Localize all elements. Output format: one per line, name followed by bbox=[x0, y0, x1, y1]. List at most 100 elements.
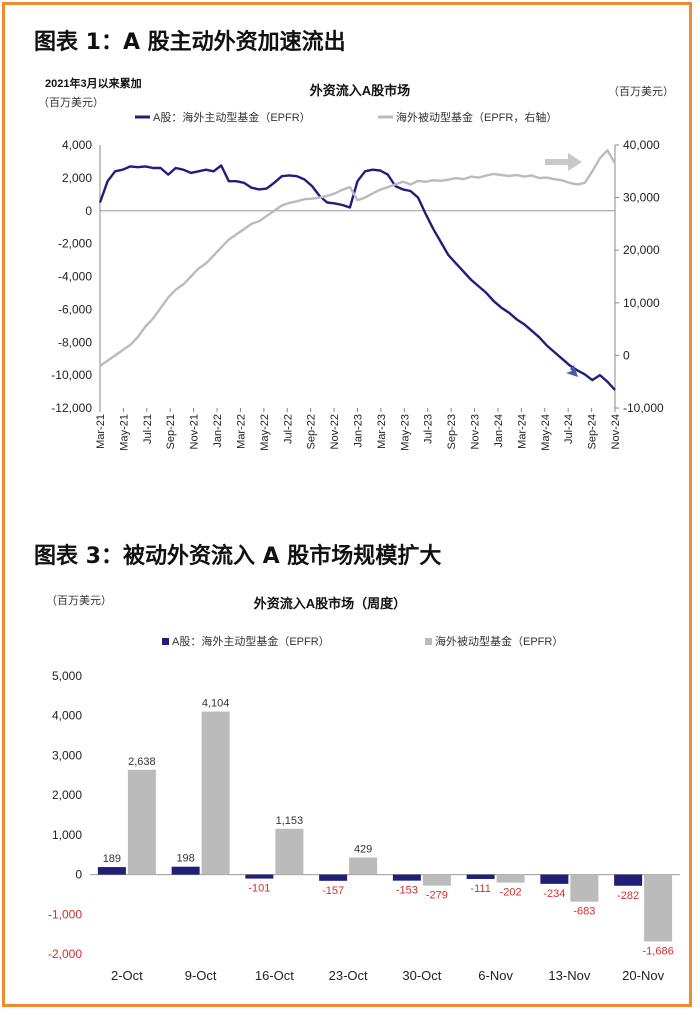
bar-passive bbox=[349, 857, 378, 875]
bar-label-active: -101 bbox=[248, 883, 270, 895]
series-line-passive bbox=[99, 149, 617, 367]
x-category-label: 6-Nov bbox=[478, 968, 513, 983]
bar-active bbox=[171, 866, 200, 875]
x-tick-label: Mar-21 bbox=[95, 414, 107, 449]
bar-label-passive: 1,153 bbox=[276, 815, 304, 827]
left-tick-label: -6,000 bbox=[58, 302, 92, 316]
left-tick-label: -4,000 bbox=[58, 270, 92, 284]
x-tick-label: Mar-23 bbox=[376, 414, 388, 449]
x-tick-label: May-23 bbox=[399, 414, 411, 451]
bar-label-passive: 2,638 bbox=[128, 756, 156, 768]
legend-swatch-active bbox=[162, 638, 169, 645]
x-tick-label: Mar-24 bbox=[516, 414, 528, 449]
bar-label-passive: -279 bbox=[426, 890, 448, 902]
bar-label-active: -111 bbox=[470, 883, 490, 895]
right-tick-label: 30,000 bbox=[623, 191, 660, 205]
figure1-line-chart: 2021年3月以来累加 （百万美元） 外资流入A股市场 （百万美元） A股：海外主动型基… bbox=[38, 76, 674, 451]
x-category-label: 2-Oct bbox=[111, 968, 143, 983]
x-tick-label: Jul-21 bbox=[142, 414, 154, 444]
series-line-active bbox=[98, 164, 616, 391]
x-tick-label: Jul-23 bbox=[423, 414, 435, 444]
legend-label-active: A股：海外主动型基金（EPFR） bbox=[153, 110, 311, 124]
bar-label-passive: 4,104 bbox=[202, 698, 230, 710]
left-tick-label: -10,000 bbox=[51, 368, 92, 382]
left-tick-label: 4,000 bbox=[62, 138, 92, 152]
x-tick-label: Nov-21 bbox=[189, 414, 201, 449]
bar-active bbox=[392, 874, 421, 881]
bar-active bbox=[97, 867, 126, 875]
x-tick-label: Jan-24 bbox=[493, 414, 505, 448]
figure3-title: 外资流入A股市场（周度） bbox=[253, 596, 406, 611]
bar-active bbox=[466, 874, 495, 879]
x-tick-label: Jul-24 bbox=[563, 414, 575, 444]
x-tick-label: Sep-21 bbox=[165, 414, 177, 449]
x-category-label: 23-Oct bbox=[329, 968, 368, 983]
x-tick-label: Sep-24 bbox=[587, 414, 599, 449]
arrow-down-icon bbox=[556, 355, 578, 377]
figure3-y-unit: （百万美元） bbox=[46, 594, 112, 607]
bar-label-active: -234 bbox=[543, 888, 565, 900]
x-category-label: 16-Oct bbox=[255, 968, 294, 983]
bar-label-active: 198 bbox=[176, 853, 194, 865]
bar-label-active: -157 bbox=[322, 885, 344, 897]
bar-passive bbox=[275, 828, 304, 875]
figure3-heading: 图表 3：被动外资流入 A 股市场规模扩大 bbox=[34, 544, 442, 569]
figure3-bar-chart: （百万美元） 外资流入A股市场（周度） A股：海外主动型基金（EPFR） 海外被动型基… bbox=[46, 594, 680, 983]
figure1-title: 外资流入A股市场 bbox=[309, 83, 410, 98]
x-tick-label: Nov-23 bbox=[470, 414, 482, 449]
y-tick-label: 0 bbox=[75, 868, 82, 882]
x-category-label: 13-Nov bbox=[548, 968, 590, 983]
x-tick-label: Nov-24 bbox=[610, 414, 622, 449]
bar-label-active: -153 bbox=[396, 885, 418, 897]
bar-active bbox=[319, 874, 348, 881]
x-tick-label: Jan-22 bbox=[212, 414, 224, 448]
x-tick-label: May-22 bbox=[259, 414, 271, 451]
x-tick-label: Sep-23 bbox=[446, 414, 458, 449]
left-tick-label: 0 bbox=[85, 204, 92, 218]
bar-label-passive: -1,686 bbox=[643, 946, 674, 958]
x-category-label: 20-Nov bbox=[622, 968, 664, 983]
right-tick-label: 20,000 bbox=[623, 243, 660, 257]
bar-passive bbox=[127, 769, 156, 875]
right-tick-label: -10,000 bbox=[623, 401, 664, 415]
arrow-up-icon bbox=[545, 153, 582, 171]
legend-swatch-passive bbox=[425, 638, 432, 645]
x-tick-label: Jan-23 bbox=[353, 414, 365, 448]
y-tick-label: 4,000 bbox=[52, 709, 82, 723]
figure1-note: 2021年3月以来累加 bbox=[45, 76, 142, 90]
y-tick-label: -1,000 bbox=[48, 907, 82, 921]
left-tick-label: 2,000 bbox=[62, 171, 92, 185]
y-tick-label: 2,000 bbox=[52, 788, 82, 802]
x-tick-label: Jul-22 bbox=[282, 414, 294, 444]
x-tick-label: Sep-22 bbox=[306, 414, 318, 449]
left-tick-label: -12,000 bbox=[51, 401, 92, 415]
figure1-left-unit: （百万美元） bbox=[38, 96, 104, 109]
figure1-right-unit: （百万美元） bbox=[608, 85, 674, 98]
bar-passive bbox=[644, 874, 673, 942]
x-category-label: 9-Oct bbox=[185, 968, 217, 983]
bar-passive bbox=[570, 874, 599, 902]
bar-label-passive: -202 bbox=[500, 887, 522, 899]
y-tick-label: 1,000 bbox=[52, 828, 82, 842]
left-tick-label: -8,000 bbox=[58, 335, 92, 349]
left-tick-label: -2,000 bbox=[58, 237, 92, 251]
legend-label-passive: 海外被动型基金（EPFR，右轴） bbox=[396, 110, 557, 124]
bar-label-active: 189 bbox=[103, 853, 121, 865]
bar-passive bbox=[422, 874, 451, 886]
y-tick-label: 5,000 bbox=[52, 669, 82, 683]
x-tick-label: Nov-22 bbox=[329, 414, 341, 449]
right-tick-label: 40,000 bbox=[623, 138, 660, 152]
x-tick-label: Mar-22 bbox=[235, 414, 247, 449]
bar-passive bbox=[496, 874, 525, 883]
x-tick-label: May-24 bbox=[540, 414, 552, 451]
bar-label-passive: 429 bbox=[354, 844, 372, 856]
right-tick-label: 0 bbox=[623, 348, 630, 362]
bar-active bbox=[614, 874, 643, 886]
figure-frame bbox=[2, 2, 692, 1007]
right-tick-label: 10,000 bbox=[623, 296, 660, 310]
bar-active bbox=[245, 874, 274, 879]
bar-active bbox=[540, 874, 569, 884]
figure1-heading: 图表 1：A 股主动外资加速流出 bbox=[34, 30, 346, 55]
legend-label-active: A股：海外主动型基金（EPFR） bbox=[172, 634, 330, 648]
bar-label-active: -282 bbox=[617, 890, 639, 902]
